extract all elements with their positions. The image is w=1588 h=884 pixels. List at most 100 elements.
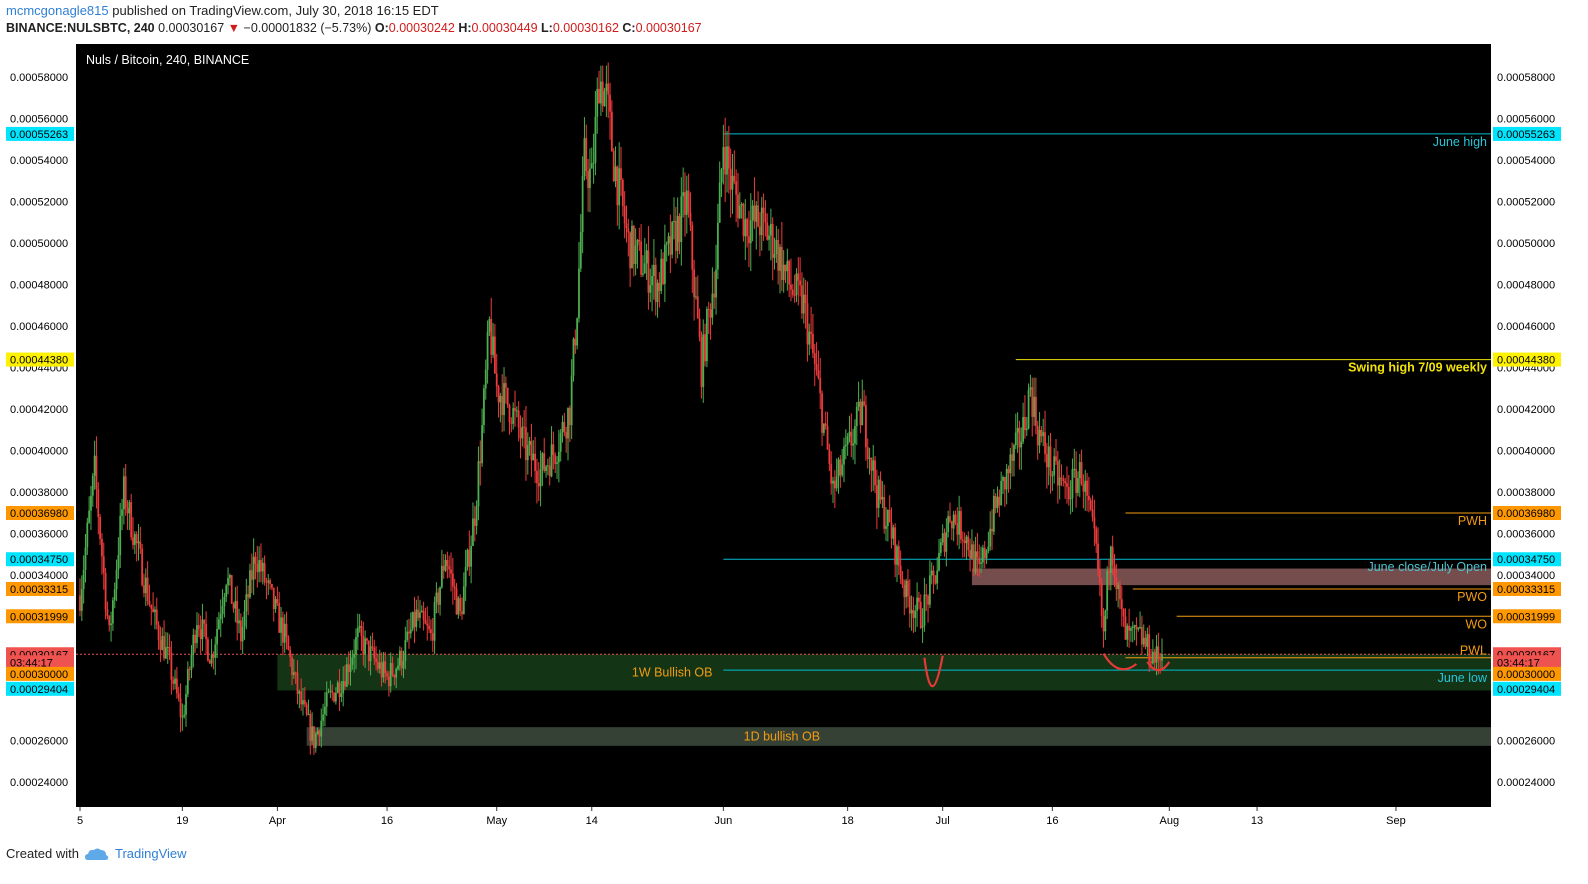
candle-body xyxy=(791,289,794,295)
candle-body xyxy=(1102,615,1105,632)
candle-body xyxy=(618,168,621,206)
candle-body xyxy=(653,264,655,276)
candle-body xyxy=(718,182,721,223)
y-tick-label-left: 0.00040000 xyxy=(10,445,68,457)
y-tick-label-right: 0.00026000 xyxy=(1497,736,1555,748)
candle-body xyxy=(1018,427,1021,448)
candle-body xyxy=(141,548,144,586)
candle-body xyxy=(722,146,725,170)
candle-body xyxy=(1084,480,1087,492)
candle-body xyxy=(329,690,332,692)
candle-body xyxy=(1159,659,1162,661)
candle-body xyxy=(356,627,359,638)
candle-body xyxy=(857,401,860,407)
candle-body xyxy=(440,565,443,588)
candle-body xyxy=(828,449,831,464)
candle-body xyxy=(263,562,266,583)
candle-body xyxy=(207,639,209,661)
x-tick-label: 13 xyxy=(1251,815,1263,827)
candle-body xyxy=(557,451,560,463)
candle-body xyxy=(614,166,617,182)
candle-body xyxy=(406,631,409,641)
candle-body xyxy=(433,602,436,641)
candle-body xyxy=(1044,432,1046,455)
candle-body xyxy=(236,600,239,624)
candle-body xyxy=(1075,468,1078,493)
candle-body xyxy=(978,557,981,564)
candle-body xyxy=(1071,469,1074,499)
candle-body xyxy=(680,196,683,243)
x-tick-label: 18 xyxy=(842,815,854,827)
candle-body xyxy=(384,661,387,674)
candle-body xyxy=(188,669,191,671)
candle-body xyxy=(93,455,96,476)
candle-body xyxy=(208,660,211,664)
candle-body xyxy=(462,586,465,615)
candle-body xyxy=(457,598,460,615)
candle-body xyxy=(528,440,531,446)
tradingview-link[interactable]: TradingView xyxy=(114,846,187,861)
price-chart[interactable]: 1W Bullish OB 1D bullish OB June high Swing… xyxy=(0,40,1588,836)
candle-body xyxy=(590,163,593,169)
candle-body xyxy=(706,309,708,362)
candle-body xyxy=(1045,454,1048,468)
candle-body xyxy=(769,223,772,236)
candle-body xyxy=(799,280,802,286)
candle-body xyxy=(307,713,310,715)
candle-body xyxy=(1104,610,1107,632)
candle-body xyxy=(832,480,834,484)
zone-label: 1D bullish OB xyxy=(744,730,820,744)
candle-body xyxy=(154,609,156,613)
candle-body xyxy=(477,461,480,507)
candle-body xyxy=(137,541,140,544)
candle-body xyxy=(941,533,944,543)
candle-body xyxy=(695,296,697,298)
candle-body xyxy=(1077,478,1079,493)
candle-body xyxy=(1020,441,1023,448)
candle-body xyxy=(804,294,807,304)
candle-body xyxy=(97,489,100,517)
candle-body xyxy=(88,510,91,523)
price-tag-left xyxy=(6,126,74,141)
open-value: 0.00030242 xyxy=(388,21,455,35)
candle-body xyxy=(696,296,699,319)
candle-body xyxy=(808,331,811,345)
y-tick-label-right: 0.00038000 xyxy=(1497,487,1555,499)
candle-body xyxy=(1036,425,1039,446)
candle-body xyxy=(395,668,398,678)
candle-body xyxy=(504,383,507,388)
candle-body xyxy=(439,587,441,605)
candle-body xyxy=(912,610,915,618)
candle-body xyxy=(453,586,456,589)
candle-body xyxy=(1034,396,1037,426)
candle-body xyxy=(843,446,845,465)
y-tick-label-left: 0.00026000 xyxy=(10,736,68,748)
candle-body xyxy=(261,562,264,572)
price-tag-right xyxy=(1493,681,1561,696)
candle-body xyxy=(738,205,741,219)
candle-body xyxy=(638,239,641,242)
x-tick-label: Apr xyxy=(269,815,286,827)
candle-body xyxy=(1122,608,1125,617)
author-link[interactable]: mcmcgonagle815 xyxy=(6,3,109,18)
price-tag-right xyxy=(1493,581,1561,596)
candle-body xyxy=(930,570,933,576)
candle-body xyxy=(685,190,688,215)
candle-body xyxy=(362,636,365,655)
candle-body xyxy=(852,443,855,446)
y-tick-label-right: 0.00042000 xyxy=(1497,404,1555,416)
candle-body xyxy=(548,465,551,477)
zone-box xyxy=(277,654,1491,691)
candle-body xyxy=(212,654,215,658)
candle-body xyxy=(894,527,897,565)
level-label: PWL xyxy=(1460,644,1487,658)
candle-body xyxy=(305,704,308,715)
candle-body xyxy=(260,560,262,572)
candle-body xyxy=(161,636,164,650)
candle-body xyxy=(227,577,229,586)
x-axis: 5 19 Apr 16 May 14 Jun 18 Jul 16 Aug 13 Sep xyxy=(77,807,1406,827)
candle-body xyxy=(702,334,705,388)
plot-area[interactable] xyxy=(76,44,1491,807)
candle-body xyxy=(353,654,356,658)
candle-body xyxy=(771,223,774,258)
